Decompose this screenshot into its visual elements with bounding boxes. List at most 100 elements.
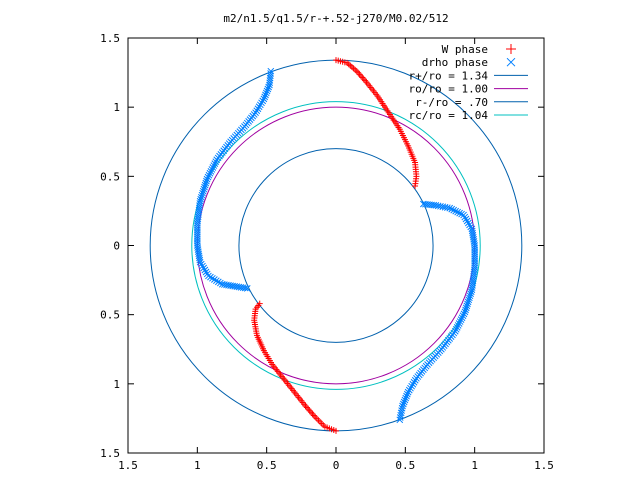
drho-phase-point [199,187,207,195]
drho-phase-point [411,376,419,384]
drho-phase-point [403,392,410,400]
x-tick-label: 1 [471,459,478,472]
drho-phase-point [396,416,404,424]
drho-phase-point [197,260,205,268]
drho-phase-point [456,209,463,217]
drho-phase-point [446,204,454,212]
legend-label-r-ro-1-34: r+/ro = 1.34 [409,69,489,82]
drho-phase-point [407,384,414,392]
y-tick-label: 1.5 [100,32,120,45]
drho-phase-point [413,374,420,382]
drho-phase-point [213,156,221,164]
drho-phase-point [203,175,211,183]
series-drho-phase [193,67,479,424]
drho-phase-point [201,181,209,189]
drho-phase-point [468,286,476,294]
drho-phase-point [205,272,212,280]
drho-phase-point [456,318,464,325]
legend-marker-drho-phase [506,57,516,67]
drho-phase-point [466,292,474,300]
drho-phase-point [258,99,265,107]
drho-phase-point [209,274,216,282]
drho-phase-point [255,103,263,111]
drho-phase-point [404,388,412,396]
drho-phase-point [462,215,470,223]
drho-phase-point [457,316,465,324]
drho-phase-point [462,304,470,312]
drho-phase-point [204,173,212,181]
drho-phase-point [199,189,206,197]
drho-phase-point [208,166,216,173]
y-tick-label: 1.5 [100,447,120,460]
w-phase-point [256,300,263,307]
drho-phase-point [198,191,206,199]
legend-label-rc-ro-1-04: rc/ro = 1.04 [409,109,489,122]
x-tick-label: 1.5 [534,459,554,472]
drho-phase-point [266,79,274,87]
x-tick-label: 0.5 [257,459,277,472]
drho-phase-point [403,390,411,398]
drho-phase-point [241,284,249,292]
legend-label-ro-ro-1-00: ro/ro = 1.00 [409,83,488,96]
drho-phase-point [211,276,218,283]
drho-phase-point [453,324,461,331]
drho-phase-point [262,91,269,99]
drho-phase-point [198,193,205,201]
drho-phase-point [460,310,468,318]
drho-phase-point [201,183,208,191]
drho-phase-point [409,380,417,388]
drho-phase-point [448,205,456,213]
drho-phase-point [201,266,209,274]
drho-phase-point [256,101,264,109]
drho-phase-point [467,223,475,231]
legend-label-w-phase: W phase [442,43,488,56]
drho-phase-point [464,298,472,306]
drho-phase-point [454,208,461,216]
drho-phase-point [202,179,210,187]
y-tick-label: 0.5 [100,309,120,322]
w-phase-point [412,183,419,190]
legend-marker-w-phase [506,44,516,54]
drho-phase-point [243,285,251,292]
drho-phase-point [464,300,471,308]
x-tick-label: 1 [194,459,201,472]
drho-phase-point [402,394,410,402]
drho-phase-point [202,268,210,276]
drho-phase-point [463,302,471,310]
plot-layer [149,57,523,434]
x-tick-label: 1.5 [118,459,138,472]
drho-phase-point [450,206,458,214]
x-tick-label: 0.5 [395,459,415,472]
drho-phase-point [196,258,204,266]
drho-phase-point [444,204,451,212]
drho-phase-point [467,290,474,298]
drho-phase-point [459,312,467,320]
drho-phase-point [203,177,210,185]
chart-title: m2/n1.5/q1.5/r-+.52-j270/M0.02/512 [223,12,448,25]
circle-r-ro-70 [238,148,434,343]
drho-phase-point [209,164,217,171]
drho-phase-point [263,87,271,95]
drho-phase-point [200,185,208,193]
drho-phase-point [462,306,469,314]
drho-phase-point [461,308,469,316]
drho-phase-point [212,277,220,285]
drho-phase-point [259,97,267,105]
drho-phase-point [214,278,222,286]
drho-phase-point [466,294,473,302]
drho-phase-point [207,167,215,175]
drho-phase-point [410,378,418,386]
y-tick-label: 1 [113,378,120,391]
drho-phase-point [467,288,475,296]
drho-phase-point [408,382,416,390]
drho-phase-point [405,386,413,394]
legend-label-r-ro-70: r-/ro = .70 [415,96,488,109]
drho-phase-point [399,400,407,408]
drho-phase-point [464,219,472,227]
drho-phase-point [260,95,268,103]
y-tick-label: 0 [113,240,120,253]
drho-phase-point [207,273,214,281]
drho-phase-point [200,264,208,272]
drho-phase-point [205,171,213,179]
